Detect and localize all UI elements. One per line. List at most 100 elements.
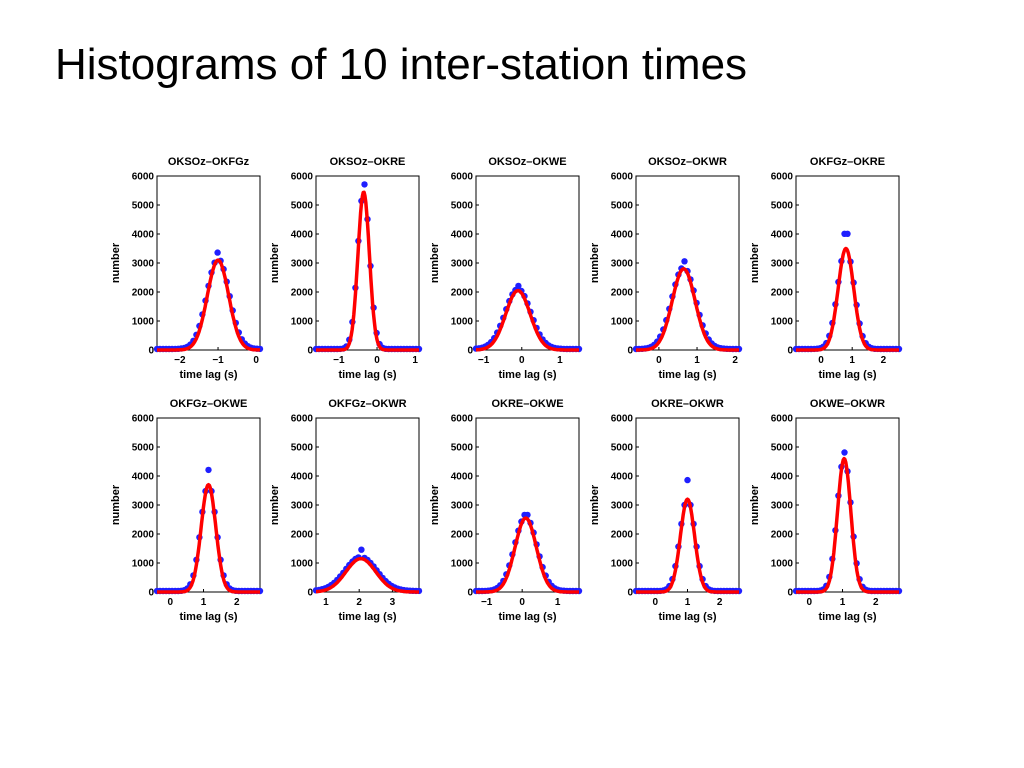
y-tick-label: 2000 bbox=[771, 288, 794, 299]
y-tick-label: 4000 bbox=[291, 230, 314, 241]
y-tick-label: 6000 bbox=[291, 172, 314, 183]
y-tick-label: 1000 bbox=[291, 559, 314, 570]
y-axis-label: number bbox=[110, 242, 122, 283]
y-tick-label: 1000 bbox=[451, 317, 474, 328]
y-tick-label: 5000 bbox=[451, 443, 474, 454]
x-tick-label: −1 bbox=[478, 355, 490, 366]
y-tick-label: 1000 bbox=[451, 559, 474, 570]
x-tick-label: 1 bbox=[694, 355, 700, 366]
y-tick-label: 0 bbox=[148, 346, 154, 357]
y-tick-label: 6000 bbox=[771, 414, 794, 425]
y-tick-label: 3000 bbox=[771, 259, 794, 270]
axes-frame bbox=[795, 175, 900, 351]
y-axis-label: number bbox=[589, 484, 601, 525]
subplot-title: OKFGz–OKWR bbox=[328, 398, 406, 410]
y-tick-label: 0 bbox=[787, 346, 793, 357]
data-point bbox=[214, 249, 221, 256]
y-tick-label: 3000 bbox=[611, 259, 634, 270]
y-tick-label: 3000 bbox=[771, 501, 794, 512]
subplot-3: OKSOz–OKWE 0 1000 2000 3000 4000 5000 6000 −1 0 1t… bbox=[429, 156, 583, 381]
axes-frame bbox=[795, 417, 900, 593]
y-tick-label: 4000 bbox=[771, 230, 794, 241]
x-axis-label: time lag (s) bbox=[179, 369, 237, 381]
y-tick-label: 4000 bbox=[771, 472, 794, 483]
y-axis-label: number bbox=[269, 484, 281, 525]
y-tick-label: 6000 bbox=[451, 172, 474, 183]
y-tick-label: 6000 bbox=[291, 414, 314, 425]
subplot-2: OKSOz–OKRE 0 1000 2000 3000 4000 5000 6000 −1 0 1 t… bbox=[269, 156, 423, 381]
y-axis-label: number bbox=[749, 242, 761, 283]
fit-curve bbox=[635, 497, 740, 594]
subplot-title: OKSOz–OKWE bbox=[488, 156, 566, 168]
x-tick-label: 0 bbox=[253, 355, 259, 366]
y-axis-label: number bbox=[749, 484, 761, 525]
x-tick-label: −1 bbox=[481, 597, 493, 608]
y-tick-label: 5000 bbox=[611, 443, 634, 454]
y-tick-label: 0 bbox=[467, 588, 473, 599]
y-tick-label: 4000 bbox=[611, 472, 634, 483]
y-tick-label: 3000 bbox=[291, 501, 314, 512]
y-tick-label: 2000 bbox=[451, 530, 474, 541]
x-axis-label: time lag (s) bbox=[498, 369, 556, 381]
y-tick-label: 6000 bbox=[611, 414, 634, 425]
subplot-title: OKWE–OKWR bbox=[810, 398, 885, 410]
y-axis-label: number bbox=[429, 484, 441, 525]
fit-curve bbox=[156, 482, 261, 594]
y-tick-label: 4000 bbox=[611, 230, 634, 241]
y-tick-label: 4000 bbox=[451, 230, 474, 241]
y-tick-label: 6000 bbox=[132, 172, 155, 183]
y-tick-label: 4000 bbox=[132, 230, 155, 241]
x-tick-label: 0 bbox=[818, 355, 824, 366]
x-axis-label: time lag (s) bbox=[818, 369, 876, 381]
y-tick-label: 5000 bbox=[291, 443, 314, 454]
y-tick-label: 1000 bbox=[771, 559, 794, 570]
x-tick-label: 0 bbox=[374, 355, 380, 366]
fit-curve bbox=[156, 258, 261, 352]
y-tick-label: 0 bbox=[627, 346, 633, 357]
x-tick-label: 0 bbox=[519, 355, 525, 366]
y-tick-label: 0 bbox=[467, 346, 473, 357]
x-tick-label: 2 bbox=[356, 597, 362, 608]
data-point bbox=[681, 258, 688, 265]
x-tick-label: 0 bbox=[807, 597, 813, 608]
y-tick-label: 3000 bbox=[451, 501, 474, 512]
x-tick-label: −1 bbox=[333, 355, 345, 366]
subplot-4: OKSOz–OKWR 0 1000 2000 3000 4000 5000 6000 0 1 2 ti… bbox=[589, 156, 743, 381]
x-tick-label: 2 bbox=[234, 597, 240, 608]
fit-curve bbox=[315, 190, 420, 352]
x-tick-label: −2 bbox=[174, 355, 186, 366]
y-tick-label: 4000 bbox=[132, 472, 155, 483]
axes-frame bbox=[315, 417, 420, 593]
x-axis-label: time lag (s) bbox=[658, 611, 716, 623]
y-tick-label: 6000 bbox=[611, 172, 634, 183]
x-axis-label: time lag (s) bbox=[818, 611, 876, 623]
x-axis-label: time lag (s) bbox=[658, 369, 716, 381]
y-tick-label: 5000 bbox=[451, 201, 474, 212]
y-tick-label: 0 bbox=[307, 346, 313, 357]
y-axis-label: number bbox=[110, 484, 122, 525]
y-tick-label: 2000 bbox=[611, 530, 634, 541]
x-tick-label: 2 bbox=[732, 355, 738, 366]
y-tick-label: 1000 bbox=[132, 317, 155, 328]
y-tick-label: 5000 bbox=[132, 201, 155, 212]
data-point bbox=[684, 476, 691, 484]
y-tick-label: 2000 bbox=[291, 288, 314, 299]
y-tick-label: 3000 bbox=[132, 259, 155, 270]
y-tick-label: 4000 bbox=[451, 472, 474, 483]
subplot-title: OKSOz–OKFGz bbox=[168, 156, 250, 168]
y-tick-label: 0 bbox=[787, 588, 793, 599]
x-tick-label: 0 bbox=[168, 597, 174, 608]
subplot-title: OKRE–OKWR bbox=[651, 398, 724, 410]
axes-frame bbox=[156, 175, 261, 351]
x-tick-label: 2 bbox=[717, 597, 723, 608]
x-tick-label: 1 bbox=[849, 355, 855, 366]
x-axis-label: time lag (s) bbox=[179, 611, 237, 623]
data-point bbox=[205, 466, 212, 474]
axes-frame bbox=[475, 175, 580, 351]
subplot-9: OKRE–OKWR 0 1000 2000 3000 4000 5000 6000 0 1 2tim… bbox=[589, 398, 743, 623]
x-tick-label: 0 bbox=[656, 355, 662, 366]
data-point bbox=[361, 181, 368, 188]
x-tick-label: 1 bbox=[323, 597, 329, 608]
fit-curve bbox=[795, 246, 900, 352]
axes-frame bbox=[635, 175, 740, 351]
